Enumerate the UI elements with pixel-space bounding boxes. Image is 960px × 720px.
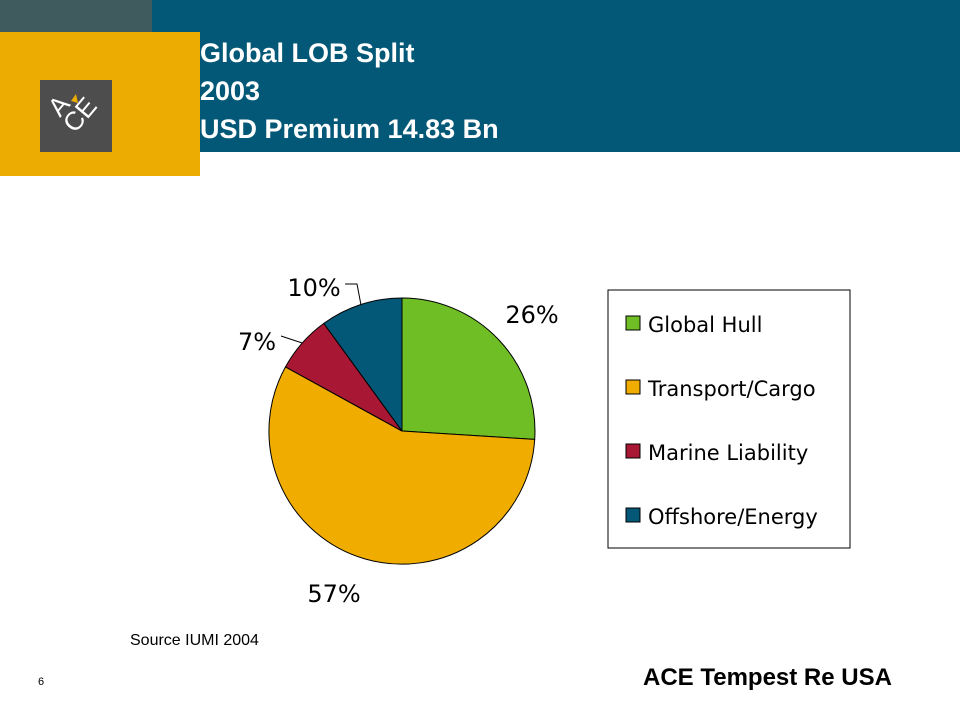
legend-label-offshore-energy: Offshore/Energy <box>648 505 818 529</box>
pie-slice-global-hull <box>401 297 536 440</box>
title-line-2: 2003 <box>200 76 261 106</box>
leader-line-offshore-energy <box>345 283 362 305</box>
legend-swatch-transport-cargo <box>625 379 641 395</box>
pie-slice-offshore-energy <box>323 297 403 432</box>
legend-label-marine-liability: Marine Liability <box>648 441 808 465</box>
source-note: Source IUMI 2004 <box>130 632 259 649</box>
title-line-3: USD Premium 14.83 Bn <box>200 114 499 144</box>
header-band <box>152 0 960 152</box>
legend-label-transport-cargo: Transport/Cargo <box>647 377 816 401</box>
data-label-global-hull: 26% <box>505 301 558 329</box>
slide-title: Global LOB Split 2003 USD Premium 14.83 … <box>200 34 499 148</box>
legend-swatch-marine-liability <box>625 443 641 459</box>
top-strip <box>0 0 152 32</box>
legend-box <box>607 289 851 549</box>
ace-logo: A C E <box>40 80 112 152</box>
legend-swatch-global-hull <box>625 315 641 331</box>
data-label-transport-cargo: 57% <box>307 580 360 608</box>
legend-label-global-hull: Global Hull <box>648 313 762 337</box>
data-label-marine-liability: 7% <box>238 328 276 356</box>
page-number: 6 <box>38 676 45 688</box>
pie-slice-transport-cargo <box>268 366 536 565</box>
data-label-offshore-energy: 10% <box>287 274 340 302</box>
leader-line-marine-liability <box>280 335 303 344</box>
footer-brand: ACE Tempest Re USA <box>643 664 892 691</box>
title-line-1: Global LOB Split <box>200 38 415 68</box>
legend-swatch-offshore-energy <box>625 507 641 523</box>
